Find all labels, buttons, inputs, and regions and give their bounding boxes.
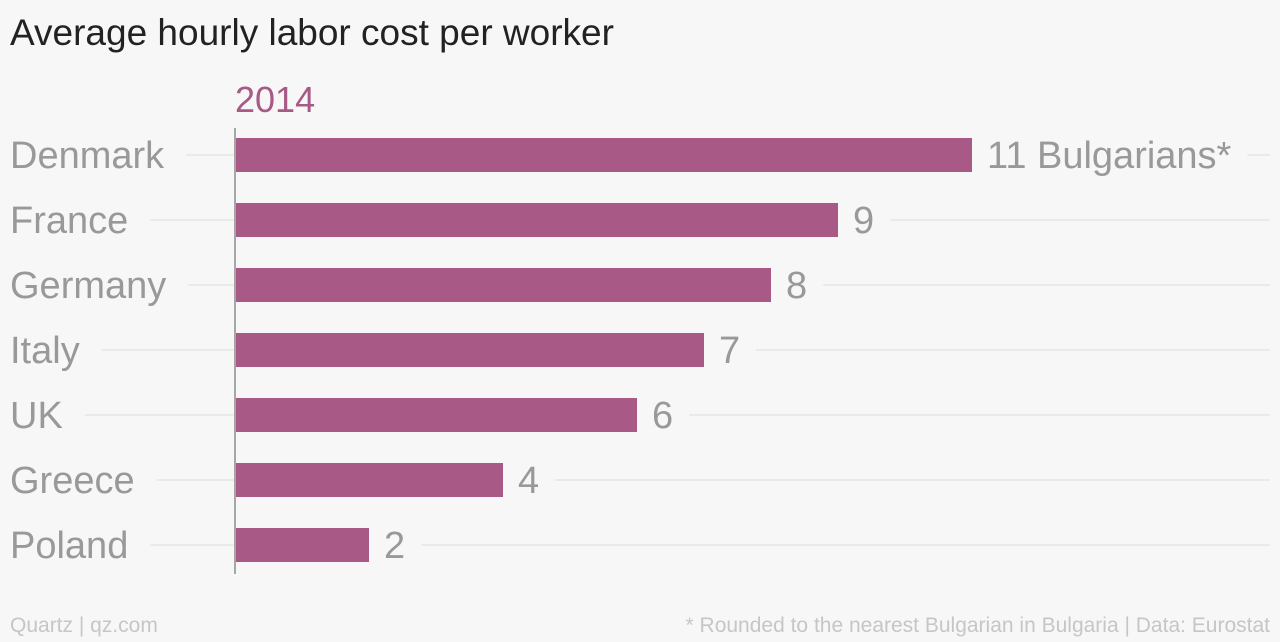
value-label: 8	[786, 265, 807, 307]
labels: 2014 Denmark 11 Bulgarians* France 9 Germany 8…	[10, 79, 1232, 567]
bar-germany	[235, 268, 771, 302]
bars	[235, 138, 972, 562]
value-label: 6	[652, 395, 673, 437]
bar-uk	[235, 398, 637, 432]
series-label: 2014	[235, 79, 315, 120]
value-label: 9	[853, 200, 874, 242]
footer-source: Quartz | qz.com	[10, 614, 158, 637]
category-label: UK	[10, 395, 63, 437]
bar-denmark	[235, 138, 972, 172]
value-label: 11 Bulgarians*	[987, 135, 1232, 177]
category-label: Italy	[10, 330, 80, 372]
gridlines	[84, 154, 1270, 546]
value-label: 7	[719, 330, 740, 372]
value-label: 4	[518, 460, 539, 502]
value-label: 2	[384, 525, 405, 567]
chart-title: Average hourly labor cost per worker	[10, 12, 614, 53]
category-label: Denmark	[10, 135, 165, 177]
category-label: Germany	[10, 265, 166, 307]
bar-italy	[235, 333, 704, 367]
bar-greece	[235, 463, 503, 497]
category-label: Poland	[10, 525, 128, 567]
bar-france	[235, 203, 838, 237]
category-label: Greece	[10, 460, 135, 502]
footer-note: * Rounded to the nearest Bulgarian in Bu…	[685, 614, 1270, 637]
bar-poland	[235, 528, 369, 562]
category-label: France	[10, 200, 128, 242]
